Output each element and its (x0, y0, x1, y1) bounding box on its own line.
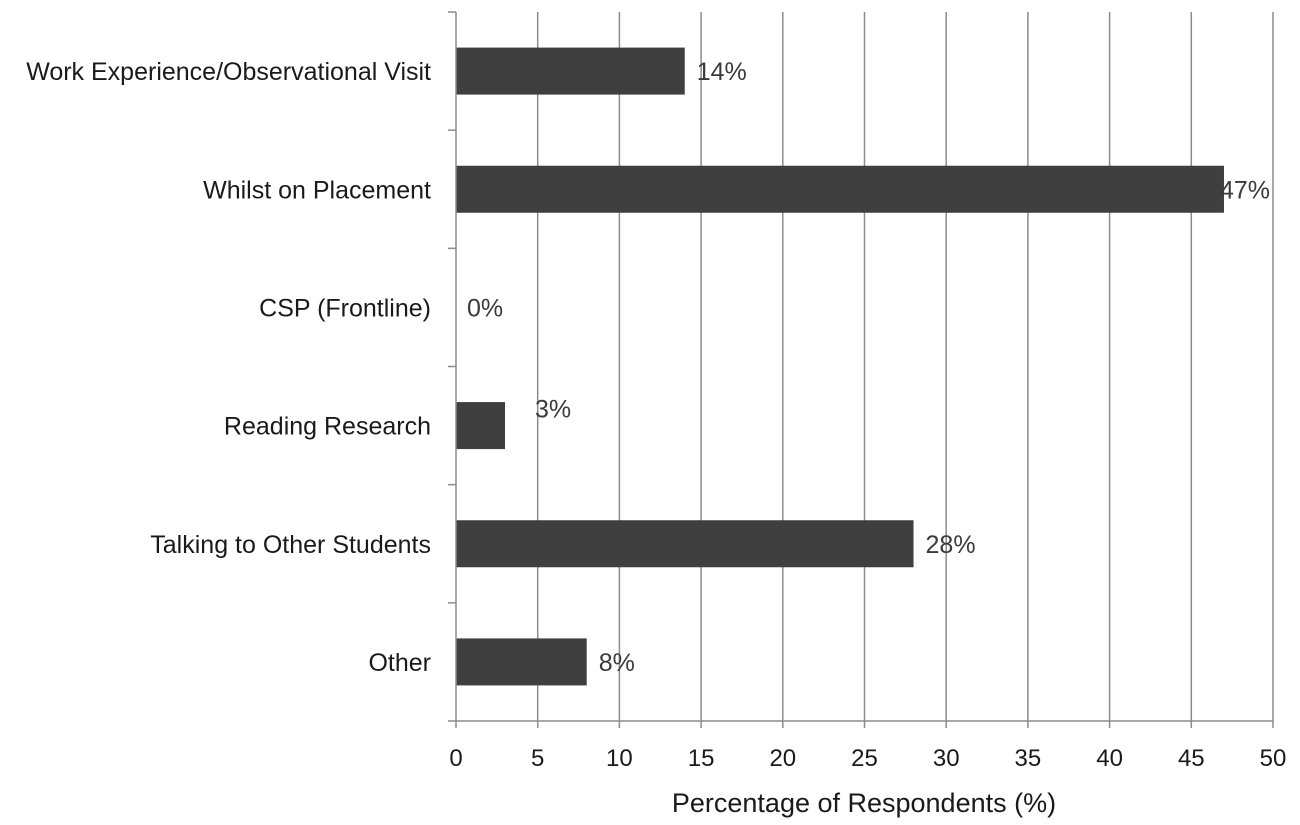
x-tick-label: 0 (449, 745, 462, 772)
x-tick-label: 40 (1096, 745, 1123, 772)
x-tick-label: 5 (531, 745, 544, 772)
x-tick-label: 25 (851, 745, 878, 772)
category-label: Whilst on Placement (203, 176, 431, 204)
x-tick-label: 20 (769, 745, 796, 772)
bars (456, 47, 1224, 686)
category-label: Talking to Other Students (150, 531, 431, 559)
data-label: 0% (467, 294, 503, 322)
x-tick-label: 45 (1178, 745, 1205, 772)
category-label: CSP (Frontline) (259, 294, 431, 322)
x-tick-label: 35 (1015, 745, 1042, 772)
bar (456, 520, 914, 568)
x-axis-title: Percentage of Respondents (%) (672, 788, 1056, 818)
gridlines (536, 12, 1274, 721)
bar (456, 47, 685, 95)
bar (456, 165, 1224, 213)
axes (448, 11, 1274, 728)
data-label: 14% (697, 58, 747, 86)
bar (456, 638, 587, 686)
labels: 0 5 10 15 20 25 30 35 40 45 50 Work Experience/Obse… (26, 58, 1286, 772)
category-label: Reading Research (224, 413, 431, 441)
x-tick-label: 15 (688, 745, 715, 772)
category-label: Other (368, 649, 431, 677)
data-label: 47% (1220, 176, 1270, 204)
x-tick-label: 10 (606, 745, 633, 772)
x-tick-label: 50 (1260, 745, 1287, 772)
bar (456, 402, 506, 450)
data-label: 28% (926, 531, 976, 559)
x-tick-label: 30 (933, 745, 960, 772)
data-label: 8% (599, 649, 635, 677)
category-label: Work Experience/Observational Visit (26, 58, 431, 86)
data-label: 3% (535, 396, 571, 424)
